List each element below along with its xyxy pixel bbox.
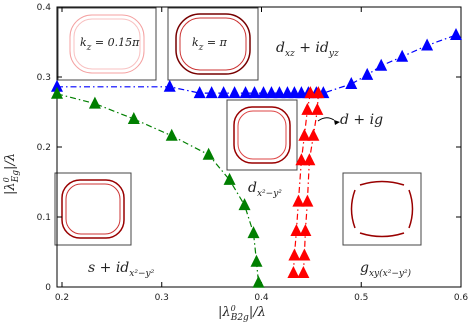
marker: [301, 194, 314, 207]
subscript: z: [198, 43, 204, 53]
subscript: Eg: [11, 170, 21, 184]
marker: [248, 86, 261, 99]
text-part: |/λ: [249, 305, 266, 320]
marker: [303, 153, 316, 166]
marker: [257, 86, 270, 99]
marker: [311, 102, 324, 115]
x-tick-label: 0.6: [454, 293, 469, 303]
y-tick-label: 0.2: [37, 143, 51, 153]
marker: [223, 172, 236, 185]
marker: [299, 224, 312, 236]
annotation: gxy(x²−y²): [360, 260, 412, 279]
marker: [287, 266, 300, 278]
series-line: [56, 93, 260, 283]
inset: [342, 172, 422, 246]
superscript: 0: [231, 304, 236, 313]
marker: [421, 38, 434, 51]
annotation: dxz + idyz: [276, 40, 339, 59]
text-part: + id: [295, 40, 329, 56]
marker: [297, 266, 310, 278]
marker: [265, 86, 278, 99]
marker: [450, 28, 463, 40]
y-tick-label: 0.3: [37, 73, 51, 83]
marker: [298, 128, 311, 141]
marker: [217, 86, 230, 99]
inset: [226, 99, 298, 171]
text-part: |λ: [218, 305, 231, 320]
marker: [307, 128, 320, 141]
marker: [51, 79, 63, 92]
inset: [54, 172, 132, 246]
marker: [202, 147, 215, 160]
annotation: kz = π: [192, 36, 228, 53]
text-part: k: [192, 36, 199, 49]
insets: [54, 7, 422, 246]
annotation: d + ig: [340, 112, 383, 128]
marker: [252, 275, 265, 288]
annotation: kz = 0.15π: [80, 36, 140, 53]
marker: [247, 226, 260, 239]
marker: [288, 248, 301, 261]
marker: [238, 198, 251, 211]
text-part: d + ig: [340, 112, 383, 128]
marker: [396, 49, 409, 62]
text-part: g: [360, 260, 369, 276]
marker: [290, 224, 303, 236]
x-axis-label: |λ0 B2g|/λ: [218, 304, 266, 323]
text-part: k: [80, 36, 87, 49]
subscript: z: [86, 43, 92, 53]
y-tick-label: 0.4: [37, 3, 52, 13]
marker: [312, 86, 325, 99]
text-part: = π: [203, 36, 227, 49]
marker: [165, 128, 178, 141]
inset: [57, 7, 157, 81]
y-tick-label: 0.1: [37, 213, 51, 223]
y-tick-label: 0: [45, 283, 51, 293]
y-axis-label: |λ0Eg|/λ: [2, 153, 21, 195]
text-part: d: [248, 180, 257, 196]
subscript: B2g: [230, 313, 249, 323]
subscript: yz: [328, 49, 339, 59]
text-part: s + id: [88, 260, 129, 276]
marker: [273, 86, 286, 99]
subscript: x²−y²: [257, 189, 282, 199]
marker: [292, 194, 305, 207]
marker: [298, 248, 311, 261]
marker: [295, 153, 308, 166]
text-part: |λ: [3, 182, 18, 195]
x-tick-label: 0.2: [55, 293, 69, 303]
annotation: s + idx²−y²: [88, 260, 155, 279]
superscript: 0: [2, 177, 11, 182]
marker: [88, 96, 101, 109]
subscript: xz: [285, 49, 295, 59]
marker: [250, 254, 263, 267]
marker: [163, 79, 176, 92]
marker: [301, 102, 314, 115]
x-tick-label: 0.3: [155, 293, 169, 303]
subscript: xy(x²−y²): [369, 268, 412, 279]
text-part: d: [276, 40, 285, 56]
marker: [205, 86, 218, 99]
marker: [193, 86, 206, 99]
marker: [239, 86, 252, 99]
marker: [345, 77, 358, 89]
arrow: [317, 117, 335, 122]
x-tick-label: 0.4: [254, 293, 269, 303]
marker: [127, 112, 140, 124]
marker: [51, 86, 63, 99]
annotation: dx²−y²: [248, 180, 282, 199]
x-tick-label: 0.5: [354, 293, 368, 303]
text-part: = 0.15π: [91, 36, 140, 49]
marker: [375, 58, 388, 71]
arrow-head: [334, 120, 340, 125]
text-part: |/λ: [3, 153, 18, 170]
marker: [228, 86, 241, 99]
marker: [304, 86, 317, 99]
inset: [167, 7, 259, 81]
marker: [361, 67, 374, 80]
subscript: x²−y²: [129, 269, 154, 279]
